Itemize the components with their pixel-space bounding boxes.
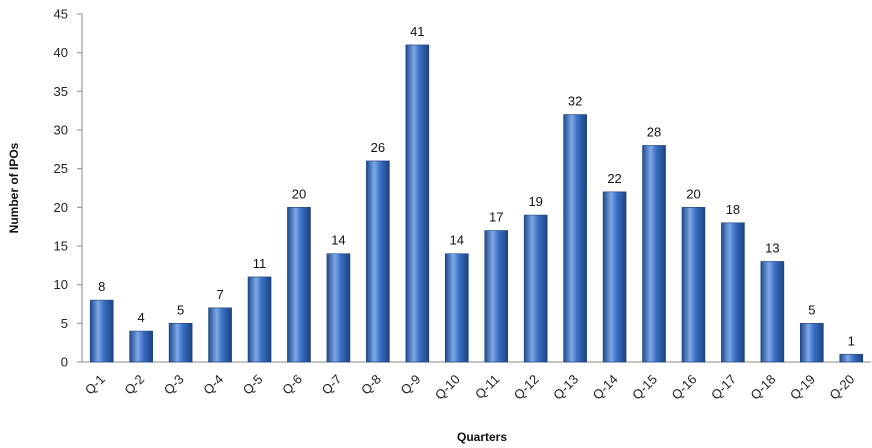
bar-q-16 (681, 207, 706, 363)
x-tick-label: Q-20 (826, 372, 857, 403)
x-tick-label: Q-2 (121, 372, 147, 398)
data-label: 1 (848, 333, 855, 348)
x-tick-label: Q-1 (82, 372, 108, 398)
x-tick-label: Q-6 (279, 372, 305, 398)
x-tick-label: Q-10 (432, 372, 463, 403)
bar-q-9 (405, 44, 430, 363)
bar-q-3 (168, 323, 193, 363)
x-tick-label: Q-16 (669, 372, 700, 403)
data-label: 41 (410, 24, 424, 39)
bars-group (89, 44, 864, 363)
data-label: 5 (808, 302, 815, 317)
bar-q-4 (208, 307, 232, 363)
y-tick-label: 5 (61, 316, 68, 331)
x-tick-label: Q-17 (708, 372, 739, 403)
x-tick-label: Q-8 (358, 372, 384, 398)
bar-q-15 (642, 145, 666, 363)
x-tick-label: Q-11 (472, 372, 502, 402)
y-tick-label: 30 (54, 123, 68, 138)
data-labels-group: 8 4 5 7 11 20 14 26 41 14 17 19 32 22 28 20 18 13 5 1 (98, 24, 855, 348)
data-label: 17 (489, 210, 503, 225)
data-label: 13 (765, 240, 779, 255)
bar-q-8 (366, 160, 390, 363)
bar-q-14 (602, 191, 627, 363)
bar-q-6 (287, 207, 311, 363)
bar-q-19 (800, 323, 824, 363)
x-tick-label: Q-19 (787, 372, 818, 403)
x-tick-label: Q-5 (240, 372, 266, 398)
y-tick-label: 10 (54, 277, 68, 292)
y-tick-label: 15 (54, 239, 68, 254)
y-axis-title: Number of IPOs (7, 142, 21, 233)
bar-q-12 (523, 214, 548, 363)
x-axis-title: Quarters (457, 430, 507, 444)
bar-q-5 (247, 276, 272, 363)
x-tick-label: Q-4 (200, 372, 226, 398)
data-label: 32 (568, 94, 582, 109)
data-label: 4 (138, 310, 145, 325)
y-tick-label: 20 (54, 200, 68, 215)
bar-q-7 (326, 253, 351, 363)
x-tick-label: Q-15 (629, 372, 660, 403)
bar-q-11 (484, 230, 509, 363)
y-tick-label: 45 (54, 7, 68, 22)
bar-q-17 (721, 222, 745, 363)
data-label: 22 (607, 171, 621, 186)
x-tick-label: Q-14 (590, 372, 621, 403)
y-tick-label: 0 (61, 355, 68, 370)
x-tick-label: Q-13 (550, 372, 581, 403)
data-label: 28 (647, 124, 661, 139)
x-tick-label: Q-18 (747, 372, 778, 403)
x-tick-label: Q-3 (161, 372, 187, 398)
data-label: 19 (528, 194, 542, 209)
data-label: 5 (177, 302, 184, 317)
data-label: 18 (726, 202, 740, 217)
data-label: 20 (686, 186, 700, 201)
data-label: 26 (371, 140, 385, 155)
data-label: 20 (292, 186, 306, 201)
x-tick-label: Q-7 (319, 372, 345, 398)
bar-q-2 (129, 330, 153, 363)
y-tick-label: 40 (54, 45, 68, 60)
data-label: 14 (331, 233, 345, 248)
x-tick-label: Q-12 (511, 372, 542, 403)
data-label: 11 (253, 256, 267, 271)
data-label: 14 (450, 233, 464, 248)
y-tick-label: 35 (54, 84, 68, 99)
x-tick-label: Q-9 (398, 372, 424, 398)
bar-q-18 (760, 261, 785, 363)
y-axis-ticks: 0 5 10 15 20 25 30 35 40 45 (54, 7, 82, 370)
x-axis-ticks: Q-1 Q-2 Q-3 Q-4 Q-5 Q-6 Q-7 Q-8 Q-9 Q-10 Q-11 Q-12 Q… (82, 372, 857, 403)
data-label: 7 (216, 287, 223, 302)
y-tick-label: 25 (54, 161, 68, 176)
bar-q-1 (89, 299, 114, 363)
bar-q-13 (563, 114, 587, 363)
bar-q-20 (839, 353, 864, 363)
data-label: 8 (98, 279, 105, 294)
bar-q-10 (444, 253, 469, 363)
